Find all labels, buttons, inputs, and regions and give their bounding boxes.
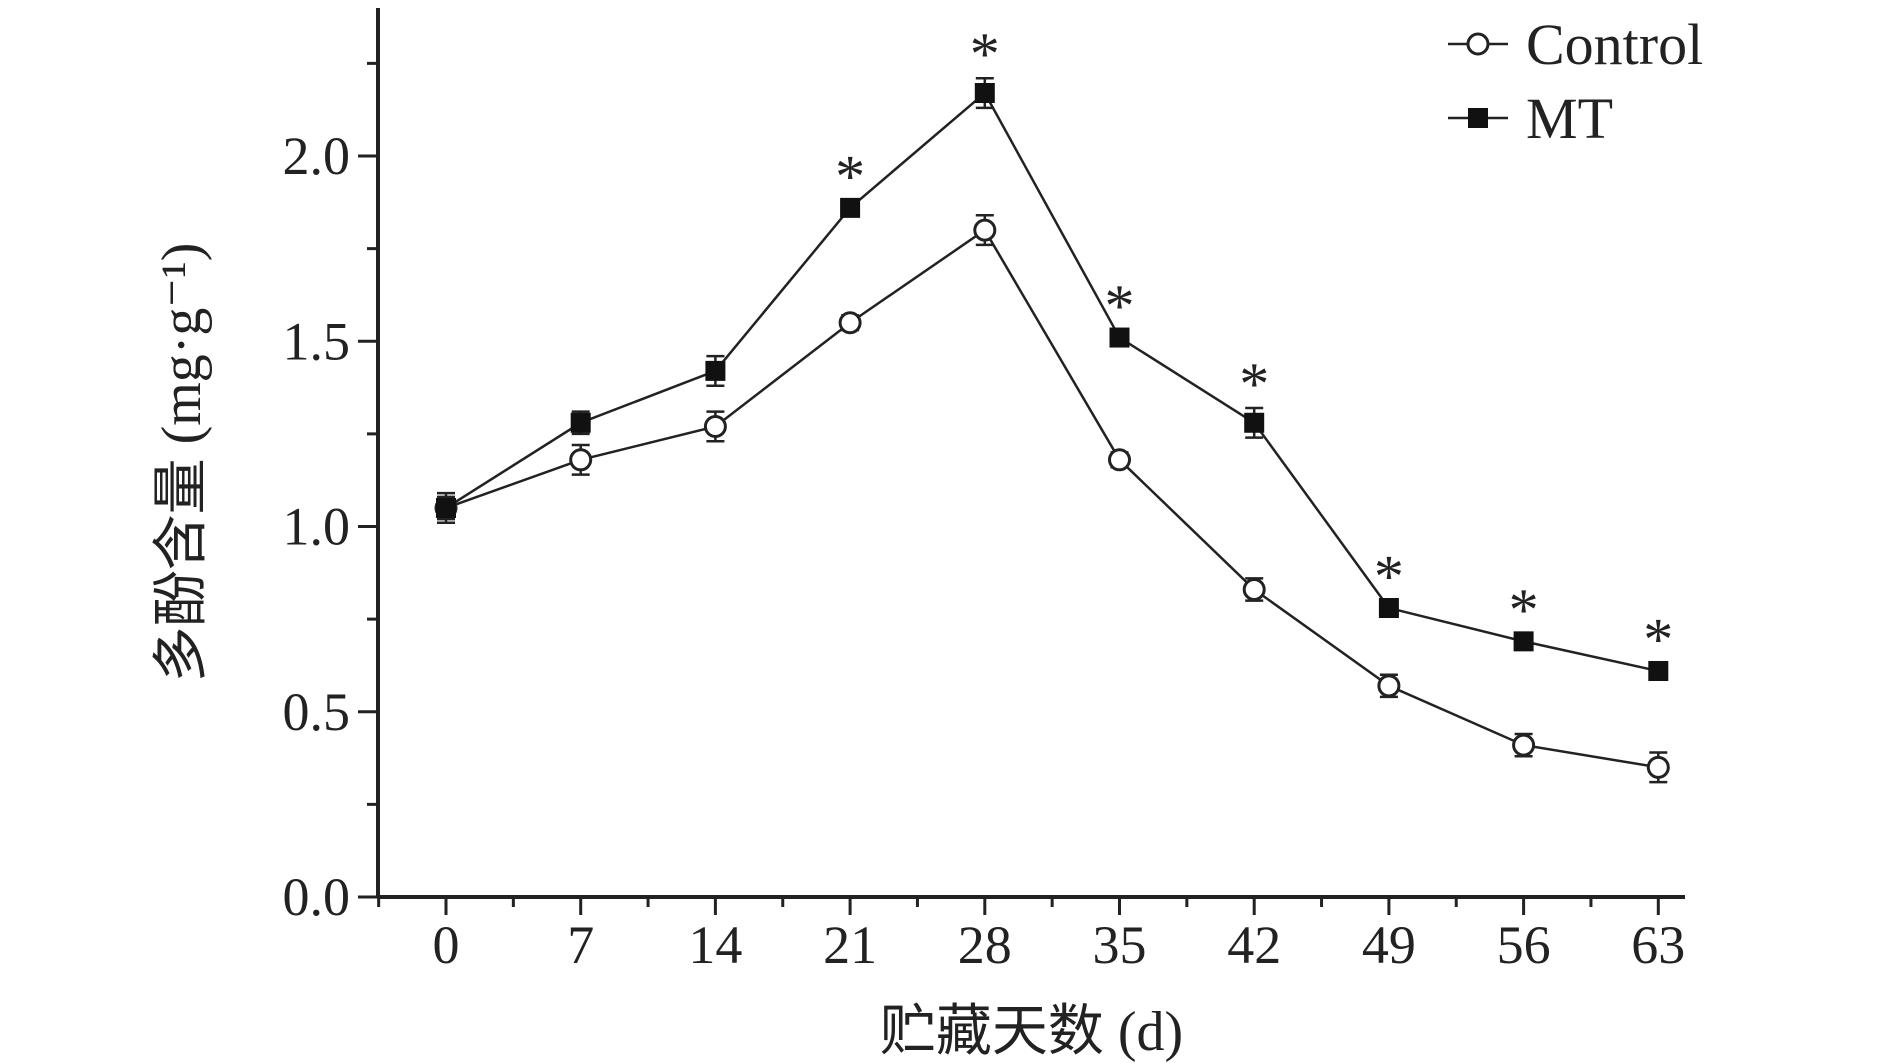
data-point-mt xyxy=(570,412,591,433)
series-line-control xyxy=(445,228,1659,769)
x-tick-label: 7 xyxy=(567,915,594,975)
significance-star: * xyxy=(1643,607,1673,673)
y-axis-title: 多酚含量 (mg·g⁻¹) xyxy=(151,243,213,683)
data-point-control xyxy=(1242,577,1266,601)
x-tick-label: 56 xyxy=(1497,915,1551,975)
x-tick-label: 28 xyxy=(958,915,1012,975)
legend-label-mt: MT xyxy=(1526,86,1613,151)
significance-star: * xyxy=(1239,351,1269,417)
y-tick-label: 0.5 xyxy=(283,682,351,742)
data-point-mt xyxy=(1648,660,1669,681)
y-tick-label: 1.0 xyxy=(283,497,351,557)
x-tick-label: 42 xyxy=(1227,915,1281,975)
data-point-control xyxy=(1646,755,1670,779)
series-mt xyxy=(436,76,1669,681)
x-tick-label: 14 xyxy=(688,915,742,975)
significance-star: * xyxy=(835,143,865,209)
significance-star: * xyxy=(970,21,1000,87)
x-tick-label: 49 xyxy=(1362,915,1416,975)
series-line-mt xyxy=(445,91,1659,673)
data-point-mt xyxy=(1378,598,1399,619)
data-point-control xyxy=(1512,733,1536,757)
y-tick-label: 1.5 xyxy=(283,311,351,371)
legend-item-mt: MT xyxy=(1448,86,1613,151)
y-tick-label: 2.0 xyxy=(283,126,351,186)
x-axis-ticks: 0 7 14 21 28 35 42 49 56 63 xyxy=(377,897,1685,975)
x-tick-label: 35 xyxy=(1093,915,1147,975)
legend-marker-mt xyxy=(1468,108,1488,128)
data-point-mt xyxy=(436,497,456,518)
data-point-control xyxy=(1108,448,1131,472)
data-point-mt xyxy=(705,360,726,381)
legend-item-control: Control xyxy=(1448,12,1703,77)
x-tick-label: 0 xyxy=(433,915,460,975)
data-point-mt xyxy=(1244,412,1265,433)
legend: Control MT xyxy=(1448,12,1703,151)
legend-marker-control xyxy=(1466,32,1490,56)
y-axis-ticks: 0.0 0.5 1.0 1.5 2.0 xyxy=(283,61,378,927)
significance-star: * xyxy=(1105,273,1135,339)
data-point-control xyxy=(973,218,997,242)
data-point-mt xyxy=(1109,327,1130,348)
significance-star: * xyxy=(1509,577,1539,643)
x-tick-label: 21 xyxy=(823,915,877,975)
data-point-control xyxy=(703,414,727,438)
y-tick-label: 0.0 xyxy=(283,867,351,927)
data-point-mt xyxy=(840,197,861,218)
data-point-mt xyxy=(1513,631,1534,652)
x-axis-title: 贮藏天数 (d) xyxy=(880,1001,1183,1063)
chart-axes: 0.0 0.5 1.0 1.5 2.0 0 7 14 21 28 35 42 49 56 63 xyxy=(283,8,1685,975)
data-point-control xyxy=(569,448,593,472)
significance-star: * xyxy=(1374,544,1404,610)
legend-label-control: Control xyxy=(1526,12,1703,77)
series-layer xyxy=(434,76,1670,784)
significance-markers: * * * * * * * xyxy=(835,21,1673,672)
data-point-control xyxy=(1377,674,1401,698)
data-point-control xyxy=(838,311,862,335)
series-control xyxy=(434,214,1670,784)
data-point-mt xyxy=(974,83,995,104)
x-tick-label: 63 xyxy=(1631,915,1685,975)
